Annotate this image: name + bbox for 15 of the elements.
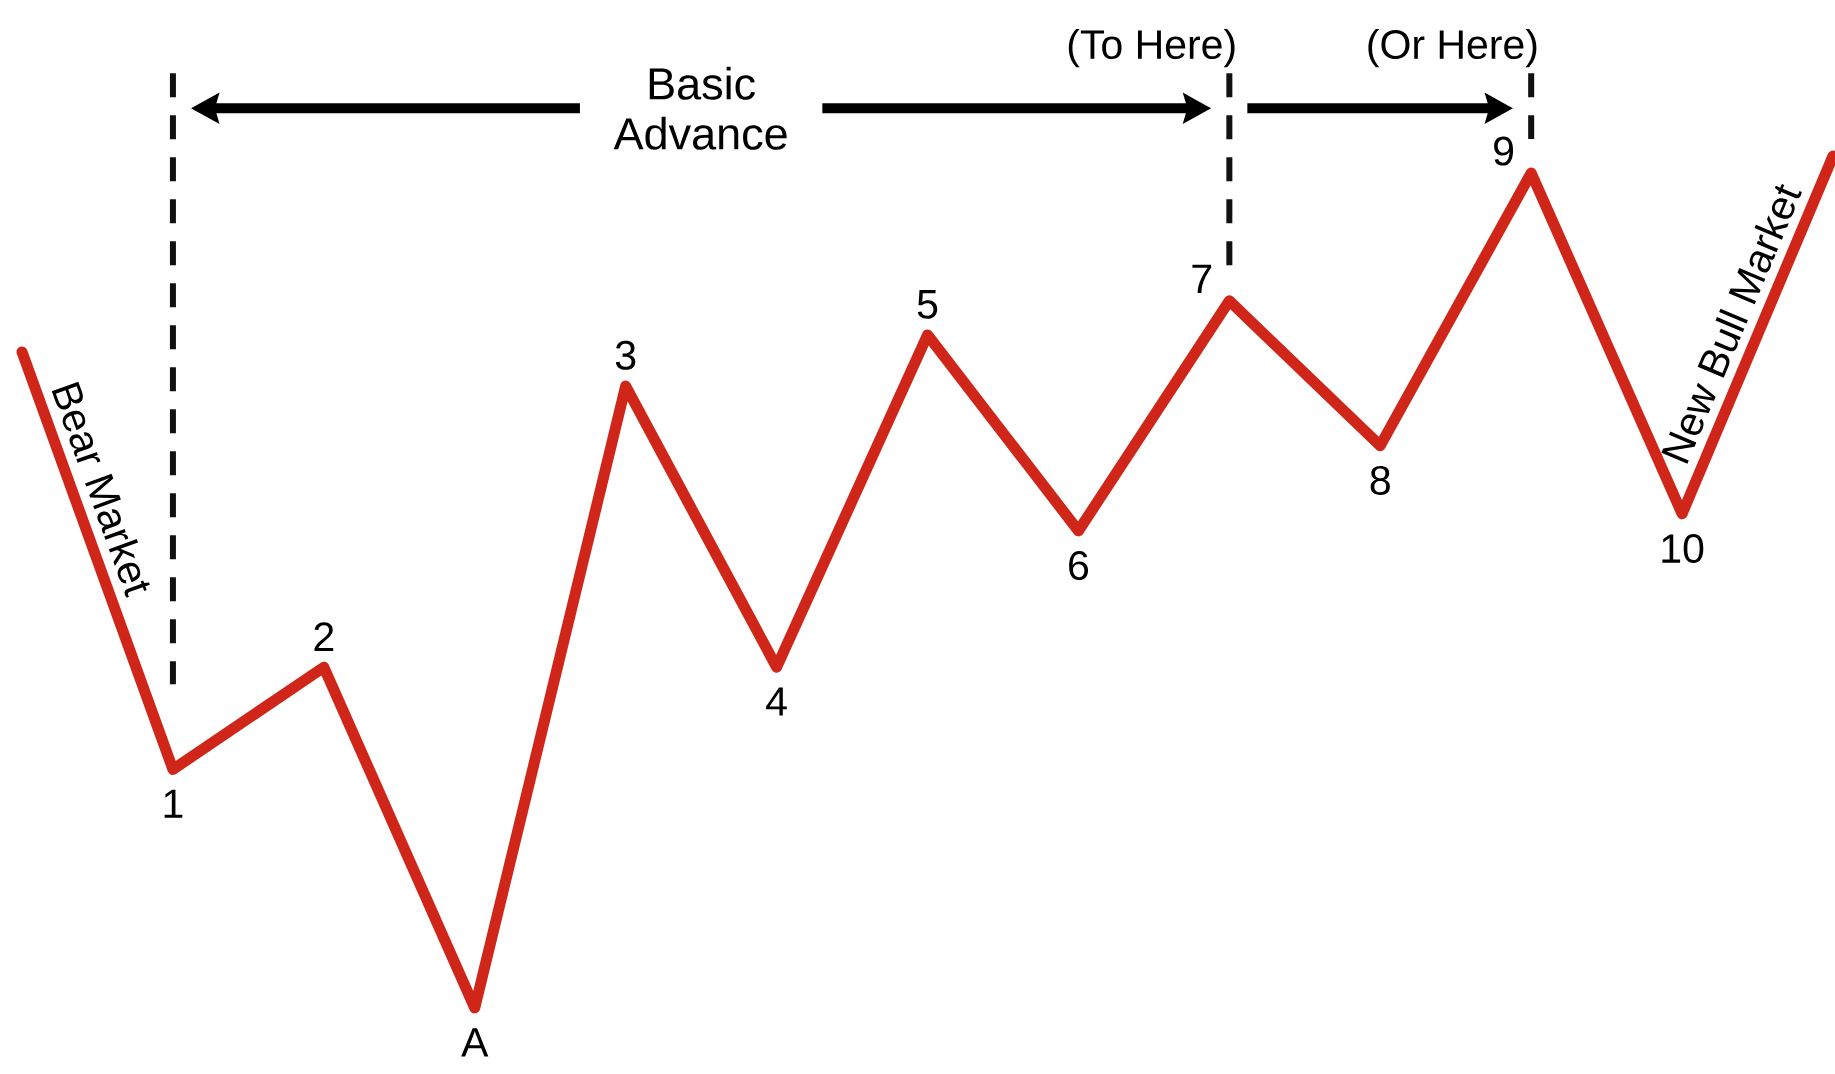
text: Basic Advance [613,66,787,150]
annotation: Bear Market [51,381,150,598]
ref-line-label: (Or Here) [1368,28,1537,68]
x-tick-label: A [461,1028,489,1057]
x-tick-label: 2 [314,622,334,651]
x-tick-label: 10 [1662,534,1704,564]
x-tick-label: 3 [615,340,636,370]
x-tick-label: 1 [164,789,183,818]
x-tick-label: 5 [917,290,938,319]
x-tick-label: 7 [1192,264,1212,293]
x-tick-label: 9 [1494,136,1514,166]
x-tick-label: 6 [1069,551,1089,581]
x-tick-label: 8 [1370,465,1390,495]
x-tick-label: 4 [766,687,787,716]
ref-line-label: (To Here) [1068,28,1235,68]
